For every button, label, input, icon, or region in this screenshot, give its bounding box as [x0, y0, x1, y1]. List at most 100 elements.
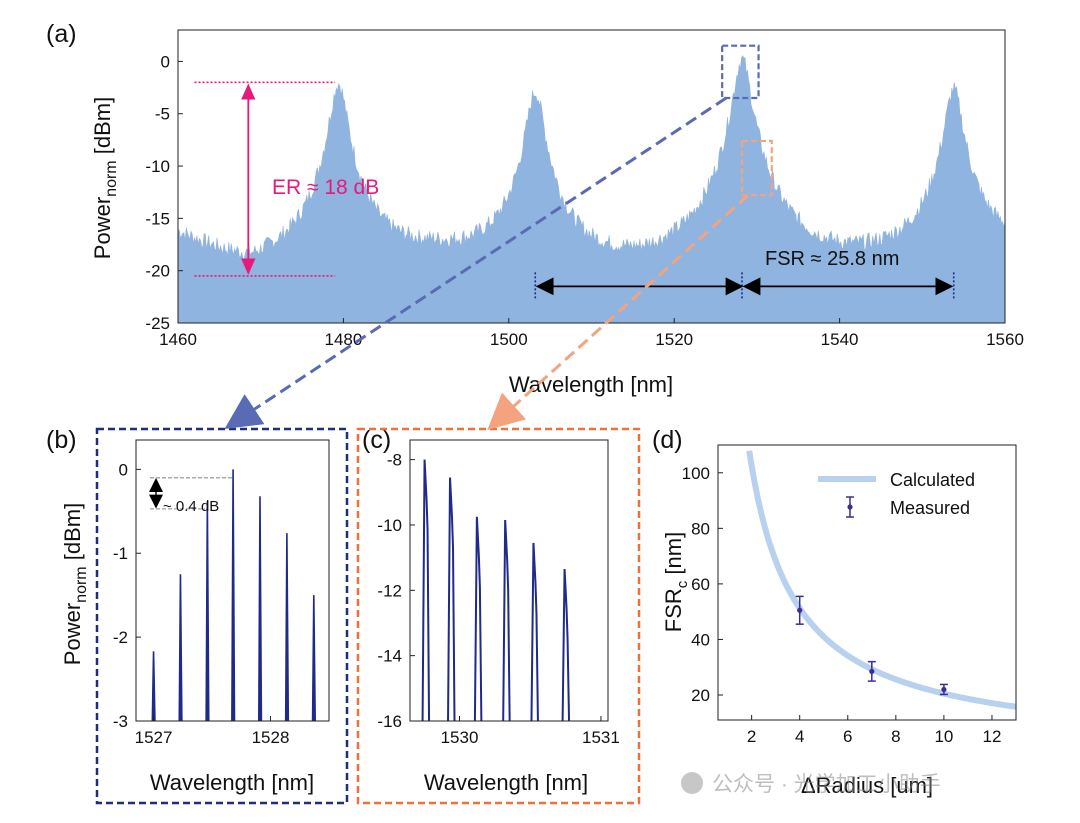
axes-d-ylabel-sub: c [674, 580, 691, 588]
x-tick-label: 1528 [252, 728, 290, 747]
mode-peak [473, 516, 483, 721]
y-tick-label: 40 [691, 630, 710, 649]
x-tick-label: 1530 [441, 728, 479, 747]
x-tick-label: 1531 [582, 728, 620, 747]
axes-b-frame [135, 439, 330, 722]
zoom-connectors [224, 44, 773, 431]
x-tick-label: 1540 [821, 330, 859, 349]
axes-b-trace [151, 469, 316, 721]
y-tick-label: 80 [691, 519, 710, 538]
y-tick-label: -5 [155, 105, 170, 124]
axes-b-ticks: 1527 1528 0 -1 -2 -3 [113, 460, 290, 747]
zoom-box-b [721, 44, 760, 100]
x-tick-label: 1527 [135, 728, 173, 747]
x-tick-label: 2 [747, 727, 756, 746]
measured-point [869, 668, 875, 674]
x-tick-label: 12 [983, 727, 1002, 746]
mode-peak [447, 477, 456, 721]
y-tick-label: -14 [377, 647, 402, 666]
mode-peak [502, 520, 511, 721]
panel-b-dashed-border [95, 427, 349, 805]
axes-b-ylabel: Powernorm [dBm] [60, 503, 90, 665]
legend-measured-marker [847, 504, 853, 510]
x-tick-label: 8 [891, 727, 900, 746]
x-tick-label: 1500 [490, 330, 528, 349]
panel-a-label: (a) [46, 20, 77, 48]
x-tick-label: 4 [795, 727, 804, 746]
x-tick-label: 6 [843, 727, 852, 746]
axes-a-ylabel-main: Power [90, 197, 115, 259]
axes-b-ylabel-unit: [dBm] [60, 503, 85, 567]
legend-measured-label: Measured [890, 498, 970, 518]
axes-b-xlabel: Wavelength [nm] [150, 770, 314, 795]
watermark: 公众号 · 光学加工小助手 [681, 772, 941, 796]
panel-c-dashed-border [356, 427, 641, 805]
x-tick-label: 1560 [986, 330, 1024, 349]
zoom-arrow-c [487, 194, 750, 431]
axes-b-annotation [149, 477, 232, 510]
axes-a-annotations [194, 81, 955, 301]
er-label: ER ≈ 18 dB [272, 176, 379, 199]
y-tick-label: -25 [145, 314, 170, 333]
y-tick-label: -15 [145, 209, 170, 228]
axes-b-ylabel-main: Power [60, 603, 85, 665]
calculated-curve [746, 450, 1016, 710]
axes-a-xlabel: Wavelength [nm] [509, 372, 673, 397]
mode-peak [205, 501, 210, 721]
y-tick-label: -8 [387, 451, 402, 470]
axes-c-frame [409, 439, 609, 722]
axes-c-ticks: 1530 1531 -8 -10 -12 -14 -16 [377, 451, 619, 747]
axes-a-ylabel: Powernorm [dBm] [90, 97, 120, 259]
x-tick-label: 1480 [324, 330, 362, 349]
axes-a-ylabel-sub: norm [103, 160, 120, 196]
mode-peak [421, 459, 431, 721]
mode-peak [231, 469, 236, 721]
zoom-box-c [740, 139, 773, 197]
y-tick-label: 20 [691, 686, 710, 705]
axes-d-frame [717, 444, 1017, 721]
measured-point [797, 607, 803, 613]
fsr-label: FSR ≈ 25.8 nm [765, 248, 899, 270]
axes-a-ylabel-unit: [dBm] [90, 97, 115, 161]
panel-d-label: (d) [652, 426, 683, 454]
x-tick-label: 1460 [159, 330, 197, 349]
axes-c-trace [421, 459, 571, 721]
x-tick-label: 1520 [655, 330, 693, 349]
mode-peak [178, 574, 183, 721]
zoom-arrow-b [224, 96, 727, 429]
wechat-icon [681, 772, 703, 794]
panel-c-label: (c) [362, 426, 391, 454]
b-annotation-text: ~ 0.4 dB [163, 498, 219, 515]
mode-peak [284, 533, 290, 721]
axes-d-plot [746, 450, 1016, 710]
measured-point [941, 686, 947, 693]
watermark-text: 公众号 · 光学加工小助手 [712, 773, 941, 796]
y-tick-label: -20 [145, 262, 170, 281]
mode-peak [561, 569, 571, 721]
y-tick-label: 60 [691, 575, 710, 594]
axes-b-ylabel-sub: norm [73, 566, 90, 602]
y-tick-label: 0 [161, 52, 170, 71]
axes-d-ylabel-main: FSR [661, 588, 686, 632]
y-tick-label: 100 [682, 464, 710, 483]
axes-d-legend: Calculated Measured [818, 470, 975, 518]
axes-d-xlabel: ΔRadius [um] [801, 773, 933, 798]
axes-d-ticks: 2 4 6 8 10 12 20 40 60 80 100 [682, 464, 1002, 746]
mode-peak [151, 651, 156, 721]
x-tick-label: 10 [934, 727, 953, 746]
axes-c-xlabel: Wavelength [nm] [424, 770, 588, 795]
axes-d-ylabel-unit: [nm] [661, 532, 686, 581]
mode-peak [530, 542, 539, 721]
mode-peak [311, 595, 316, 721]
y-tick-label: -3 [113, 712, 128, 731]
axes-a-ticks: 1460 1480 1500 1520 1540 1560 0 -5 -10 -15 -20 -25 [145, 52, 1023, 349]
spectrum-area [178, 55, 1005, 323]
y-tick-label: -2 [113, 628, 128, 647]
legend-calculated-label: Calculated [890, 470, 975, 490]
y-tick-label: 0 [119, 460, 128, 479]
y-tick-label: -12 [377, 581, 402, 600]
y-tick-label: -10 [377, 516, 402, 535]
y-tick-label: -16 [377, 712, 402, 731]
panel-b-label: (b) [46, 426, 77, 454]
